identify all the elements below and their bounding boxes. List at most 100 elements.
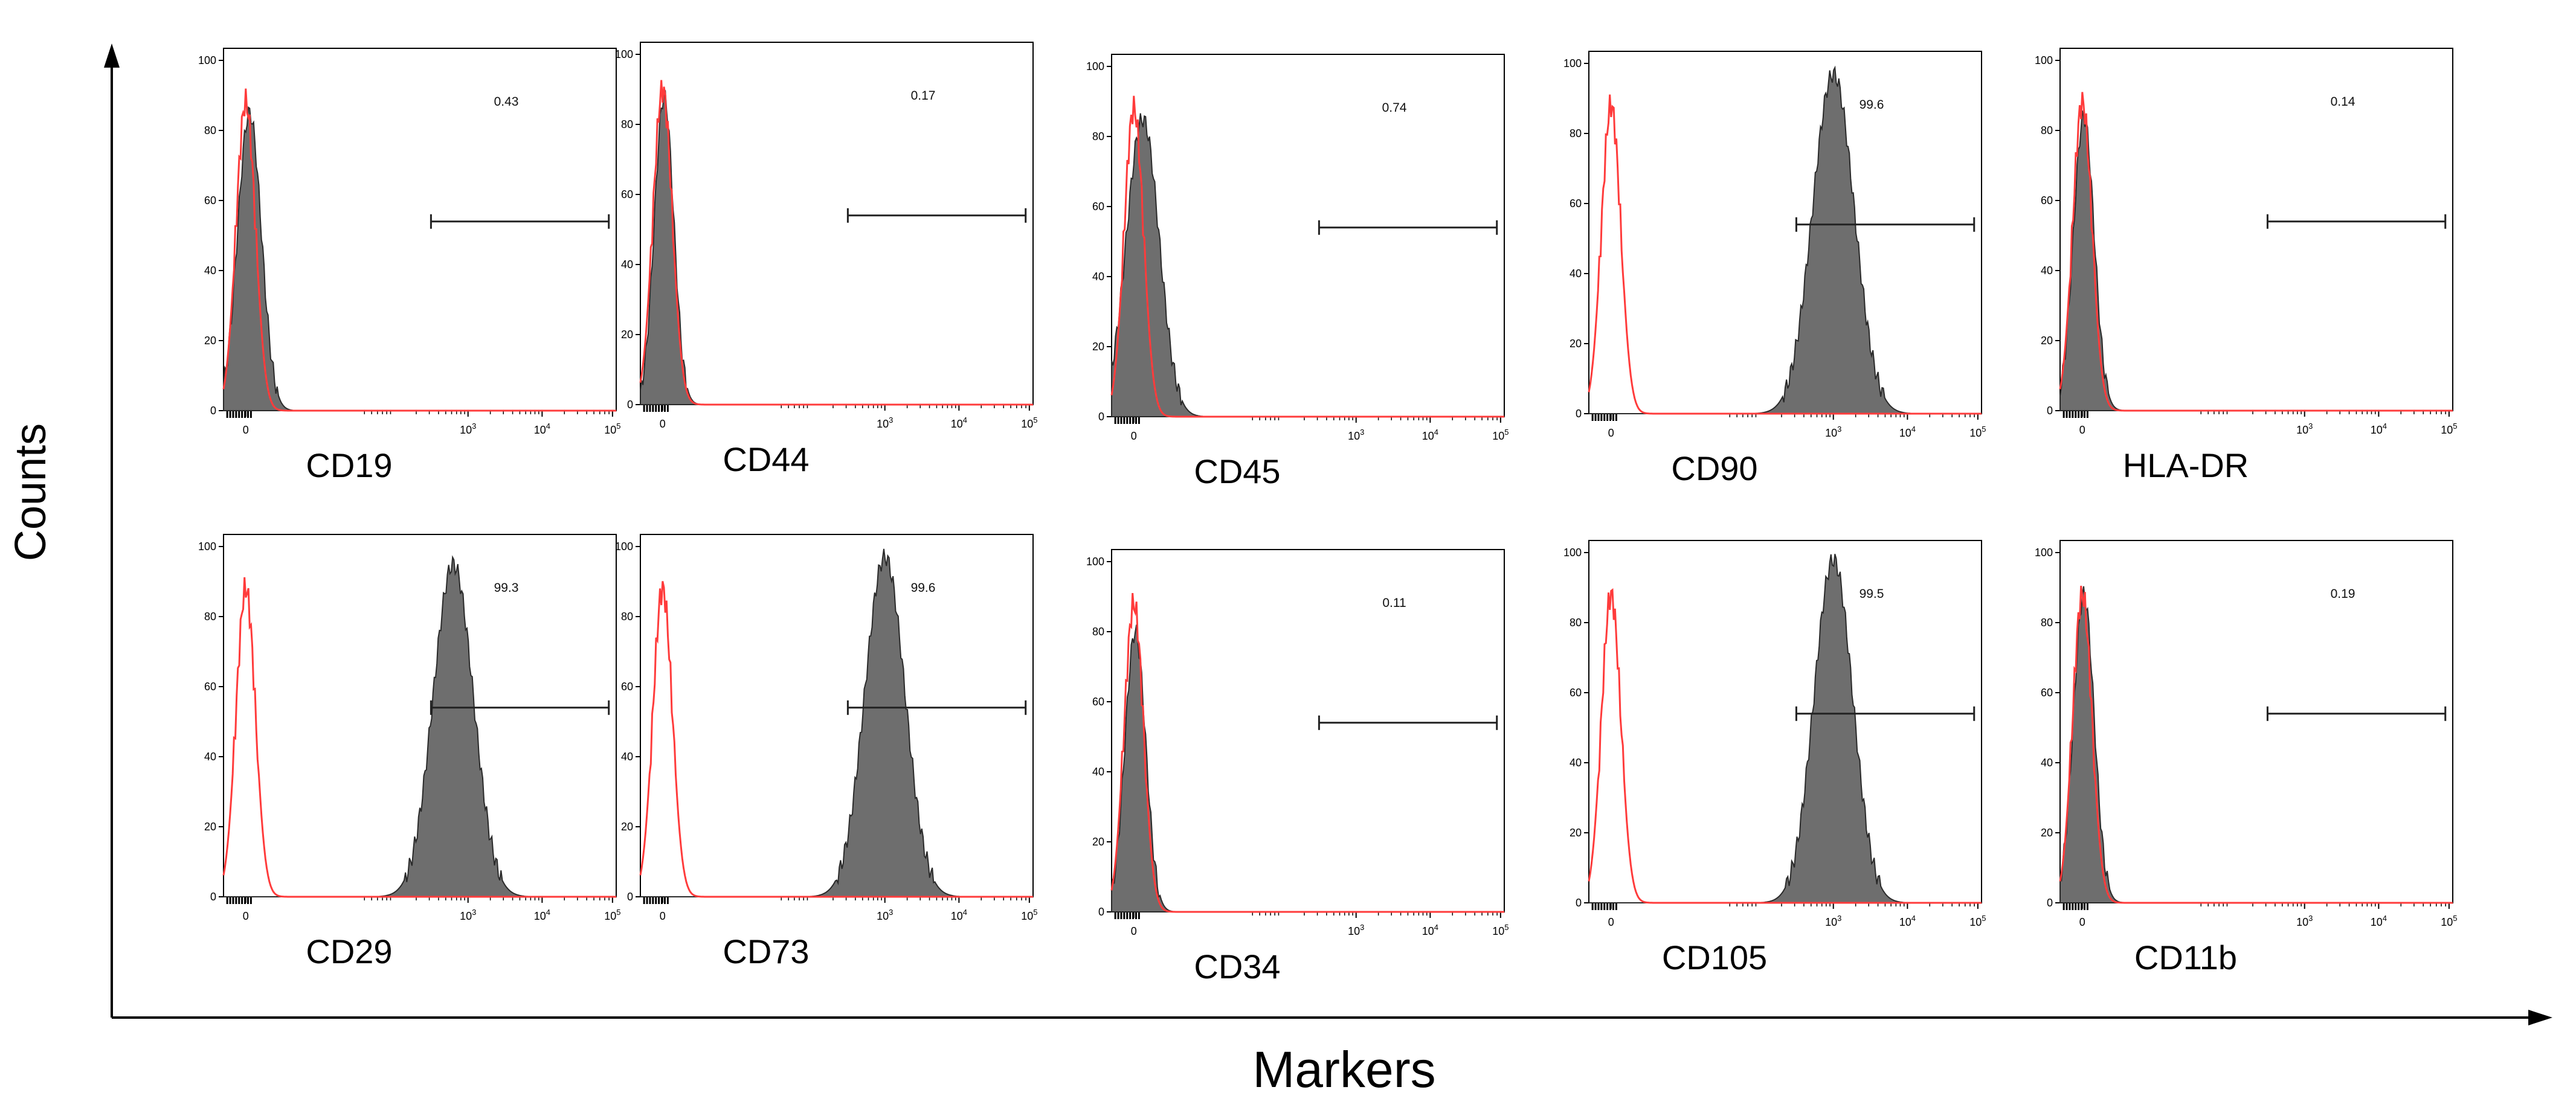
control-histogram — [222, 577, 616, 898]
control-histogram — [1588, 588, 1982, 904]
percent-label: 0.19 — [2331, 587, 2355, 601]
marker-label: CD29 — [306, 932, 392, 970]
x-tick-label: 103 — [1348, 428, 1364, 442]
x-tick-label: 104 — [534, 908, 550, 922]
percent-label: 0.43 — [494, 95, 519, 109]
x-tick-label: 105 — [604, 908, 620, 922]
marker-label: CD11b — [2134, 938, 2237, 976]
x-tick-label: 0 — [2079, 424, 2085, 436]
y-tick-label: 80 — [1570, 617, 1582, 629]
marker-label: CD34 — [1194, 948, 1280, 986]
y-tick-label: 40 — [1092, 766, 1104, 778]
x-tick-label: 105 — [604, 422, 620, 436]
x-tick-label: 105 — [1969, 425, 1986, 439]
x-tick-label: 103 — [460, 908, 476, 922]
y-tick-label: 40 — [621, 751, 633, 763]
y-tick-label: 100 — [198, 540, 216, 553]
y-tick-label: 60 — [204, 194, 216, 207]
x-tick-label: 0 — [243, 910, 249, 922]
x-tick-label: 104 — [534, 422, 550, 436]
x-tick-label: 103 — [2296, 422, 2313, 436]
plot-frame — [2059, 540, 2453, 903]
y-tick-label: 20 — [1570, 338, 1582, 350]
histogram-panel-cd29: 0 20 40 60 80 100 0 103 104 105 99.3 CD29 — [198, 534, 621, 970]
y-tick-label: 40 — [204, 265, 216, 277]
marker-label: CD45 — [1194, 452, 1280, 490]
x-tick-label: 104 — [951, 415, 967, 430]
x-tick-label: 103 — [2296, 914, 2313, 928]
y-tick-label: 100 — [1086, 556, 1104, 568]
marker-label: CD105 — [1662, 938, 1767, 976]
x-tick-label: 105 — [1021, 415, 1037, 430]
histogram-panels: 0 20 40 60 80 100 0 103 104 105 0.43 CD19 0 20 40 60 80 1… — [198, 42, 2458, 986]
x-tick-label: 104 — [951, 908, 967, 922]
y-tick-label: 100 — [2035, 547, 2053, 559]
y-tick-label: 20 — [204, 335, 216, 347]
y-tick-label: 40 — [2041, 265, 2053, 277]
histogram-panel-cd90: 0 20 40 60 80 100 0 103 104 105 99.6 CD90 — [1563, 51, 1986, 487]
outer-x-arrow-icon — [2528, 1010, 2552, 1025]
y-tick-label: 20 — [1570, 827, 1582, 839]
y-tick-label: 80 — [621, 611, 633, 623]
histogram-panel-cd45: 0 20 40 60 80 100 0 103 104 105 0.74 CD45 — [1086, 54, 1509, 490]
x-tick-label: 0 — [1131, 430, 1137, 442]
histogram-panel-cd34: 0 20 40 60 80 100 0 103 104 105 0.11 CD34 — [1086, 549, 1509, 986]
outer-y-arrow-icon — [104, 43, 120, 68]
y-tick-label: 80 — [621, 118, 633, 130]
y-tick-label: 0 — [2047, 897, 2053, 909]
x-tick-label: 103 — [1825, 425, 1841, 439]
y-tick-label: 0 — [210, 891, 216, 903]
y-axis-label: Counts — [7, 423, 55, 561]
percent-label: 0.14 — [2331, 95, 2355, 109]
control-histogram — [1110, 592, 1504, 913]
y-tick-label: 0 — [1098, 411, 1104, 423]
y-tick-label: 20 — [621, 329, 633, 341]
percent-label: 0.17 — [911, 89, 936, 103]
y-tick-label: 0 — [1576, 408, 1582, 420]
y-tick-label: 20 — [1092, 836, 1104, 848]
y-tick-label: 80 — [2041, 124, 2053, 136]
histogram-panel-hla-dr: 0 20 40 60 80 100 0 103 104 105 0.14 HLA-DR — [2035, 48, 2458, 484]
y-tick-label: 20 — [1092, 341, 1104, 353]
x-tick-label: 105 — [1021, 908, 1037, 922]
y-tick-label: 0 — [627, 399, 633, 411]
x-tick-label: 105 — [1969, 914, 1986, 928]
y-tick-label: 100 — [198, 54, 216, 66]
x-tick-label: 103 — [1348, 923, 1364, 937]
plot-frame — [223, 48, 617, 411]
x-tick-label: 0 — [1608, 916, 1614, 928]
x-tick-label: 104 — [1422, 923, 1438, 937]
x-tick-label: 105 — [1492, 923, 1509, 937]
percent-label: 99.6 — [1860, 98, 1884, 112]
x-tick-label: 104 — [2371, 422, 2387, 436]
y-tick-label: 80 — [204, 611, 216, 623]
y-tick-label: 0 — [1098, 906, 1104, 918]
x-tick-label: 104 — [1422, 428, 1438, 442]
x-tick-label: 0 — [660, 910, 666, 922]
y-tick-label: 20 — [2041, 335, 2053, 347]
y-tick-label: 80 — [1092, 626, 1104, 638]
histogram-panel-cd44: 0 20 40 60 80 100 0 103 104 105 0.17 CD44 — [615, 42, 1038, 478]
plot-frame — [640, 534, 1034, 897]
y-tick-label: 40 — [2041, 757, 2053, 769]
y-tick-label: 60 — [2041, 194, 2053, 207]
y-tick-label: 100 — [1563, 547, 1582, 559]
y-tick-label: 60 — [621, 188, 633, 200]
x-tick-label: 105 — [2441, 914, 2457, 928]
control-histogram — [2059, 585, 2453, 904]
y-tick-label: 20 — [2041, 827, 2053, 839]
percent-label: 0.11 — [1382, 596, 1406, 610]
y-tick-label: 0 — [210, 405, 216, 417]
plot-frame — [640, 42, 1034, 405]
control-histogram — [639, 581, 1033, 898]
x-tick-label: 0 — [660, 418, 666, 430]
y-tick-label: 60 — [1570, 197, 1582, 210]
histogram-panel-cd105: 0 20 40 60 80 100 0 103 104 105 99.5 CD105 — [1563, 540, 1986, 976]
percent-label: 99.3 — [494, 581, 519, 595]
y-tick-label: 80 — [2041, 617, 2053, 629]
x-tick-label: 103 — [1825, 914, 1841, 928]
y-tick-label: 40 — [1570, 757, 1582, 769]
y-tick-label: 100 — [615, 540, 633, 553]
x-tick-label: 0 — [1608, 427, 1614, 439]
